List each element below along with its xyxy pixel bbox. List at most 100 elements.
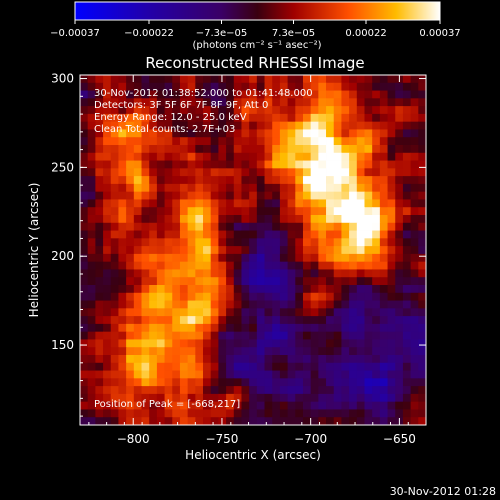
heatmap-cell bbox=[87, 176, 96, 185]
heatmap-cell bbox=[203, 417, 212, 426]
heatmap-cell bbox=[318, 417, 327, 426]
heatmap-cell bbox=[156, 378, 165, 387]
heatmap-cell bbox=[318, 145, 327, 154]
heatmap-cell bbox=[226, 308, 235, 317]
heatmap-cell bbox=[387, 129, 396, 138]
heatmap-cell bbox=[149, 160, 158, 169]
heatmap-cell bbox=[110, 300, 119, 309]
heatmap-cell bbox=[195, 323, 204, 333]
heatmap-cell bbox=[195, 98, 204, 107]
heatmap-cell bbox=[387, 90, 396, 99]
annotation-line: Clean Total counts: 2.7E+03 bbox=[94, 124, 235, 135]
heatmap-cell bbox=[141, 362, 150, 371]
heatmap-cell bbox=[272, 316, 281, 325]
heatmap-cell bbox=[372, 355, 381, 364]
heatmap-cell bbox=[279, 207, 288, 216]
heatmap-cell bbox=[295, 75, 304, 84]
heatmap-cell bbox=[187, 300, 196, 309]
heatmap-cell bbox=[218, 308, 227, 317]
heatmap-cell bbox=[241, 370, 250, 379]
heatmap-cell bbox=[333, 308, 342, 317]
heatmap-cell bbox=[410, 347, 419, 356]
heatmap-cell bbox=[126, 417, 135, 426]
heatmap-cell bbox=[133, 176, 142, 185]
heatmap-cell bbox=[164, 90, 173, 99]
heatmap-cell bbox=[164, 215, 173, 224]
heatmap-cell bbox=[326, 152, 335, 161]
heatmap-cell bbox=[379, 401, 388, 410]
heatmap-cell bbox=[95, 370, 104, 379]
heatmap-cell bbox=[141, 246, 150, 255]
heatmap-cell bbox=[118, 222, 127, 231]
heatmap-cell bbox=[410, 121, 419, 130]
heatmap-cell bbox=[418, 339, 427, 348]
heatmap-cell bbox=[264, 417, 273, 426]
heatmap-cell bbox=[333, 121, 342, 130]
heatmap-cell bbox=[141, 145, 150, 154]
heatmap-cell bbox=[179, 75, 189, 84]
heatmap-cell bbox=[349, 316, 358, 325]
heatmap-cell bbox=[279, 113, 288, 123]
heatmap-cell bbox=[133, 82, 142, 91]
heatmap-cell bbox=[272, 145, 281, 154]
heatmap-cell bbox=[141, 199, 150, 208]
heatmap-cell bbox=[333, 253, 342, 263]
heatmap-cell bbox=[295, 137, 304, 146]
heatmap-cell bbox=[149, 191, 158, 200]
heatmap-cell bbox=[318, 75, 327, 84]
heatmap-cell bbox=[103, 191, 112, 200]
heatmap-cell bbox=[264, 308, 273, 317]
heatmap-cell bbox=[333, 215, 342, 224]
heatmap-cell bbox=[103, 300, 112, 309]
peak-position-label: Position of Peak = [-668,217] bbox=[94, 399, 240, 410]
heatmap-cell bbox=[410, 207, 419, 216]
heatmap-cell bbox=[356, 253, 365, 263]
heatmap-cell bbox=[341, 183, 350, 193]
heatmap-cell bbox=[156, 323, 165, 333]
heatmap-cell bbox=[241, 347, 250, 356]
heatmap-cell bbox=[233, 152, 242, 161]
heatmap-cell bbox=[141, 347, 150, 356]
heatmap-cell bbox=[318, 199, 327, 208]
heatmap-cell bbox=[379, 98, 388, 107]
heatmap-cell bbox=[387, 246, 396, 255]
heatmap-cell bbox=[402, 339, 412, 348]
heatmap-cell bbox=[149, 339, 158, 348]
heatmap-cell bbox=[179, 347, 189, 356]
heatmap-cell bbox=[364, 199, 373, 208]
heatmap-cell bbox=[133, 316, 142, 325]
heatmap-cell bbox=[156, 199, 165, 208]
heatmap-cell bbox=[195, 417, 204, 426]
heatmap-cell bbox=[118, 370, 127, 379]
heatmap-cell bbox=[164, 129, 173, 138]
heatmap-cell bbox=[141, 316, 150, 325]
heatmap-cell bbox=[410, 393, 419, 403]
heatmap-cell bbox=[287, 145, 296, 154]
heatmap-cell bbox=[341, 285, 350, 294]
heatmap-cell bbox=[218, 113, 227, 123]
heatmap-cell bbox=[326, 393, 335, 403]
heatmap-cell bbox=[241, 292, 250, 301]
heatmap-cell bbox=[110, 207, 119, 216]
heatmap-cell bbox=[287, 386, 296, 395]
heatmap-cell bbox=[349, 261, 358, 270]
heatmap-cell bbox=[395, 339, 404, 348]
heatmap-cell bbox=[410, 253, 419, 263]
heatmap-cell bbox=[279, 199, 288, 208]
heatmap-cell bbox=[395, 90, 404, 99]
heatmap-cell bbox=[395, 401, 404, 410]
heatmap-cell bbox=[203, 98, 212, 107]
heatmap-cell bbox=[318, 339, 327, 348]
heatmap-cell bbox=[141, 75, 150, 84]
heatmap-cell bbox=[364, 113, 373, 123]
heatmap-cell bbox=[195, 145, 204, 154]
heatmap-cell bbox=[179, 277, 189, 286]
heatmap-cell bbox=[333, 269, 342, 278]
heatmap-cell bbox=[264, 160, 273, 169]
heatmap-cell bbox=[133, 378, 142, 387]
heatmap-cell bbox=[126, 292, 135, 301]
heatmap-cell bbox=[379, 113, 388, 123]
heatmap-cell bbox=[141, 106, 150, 115]
heatmap-cell bbox=[302, 347, 312, 356]
heatmap-cell bbox=[141, 339, 150, 348]
